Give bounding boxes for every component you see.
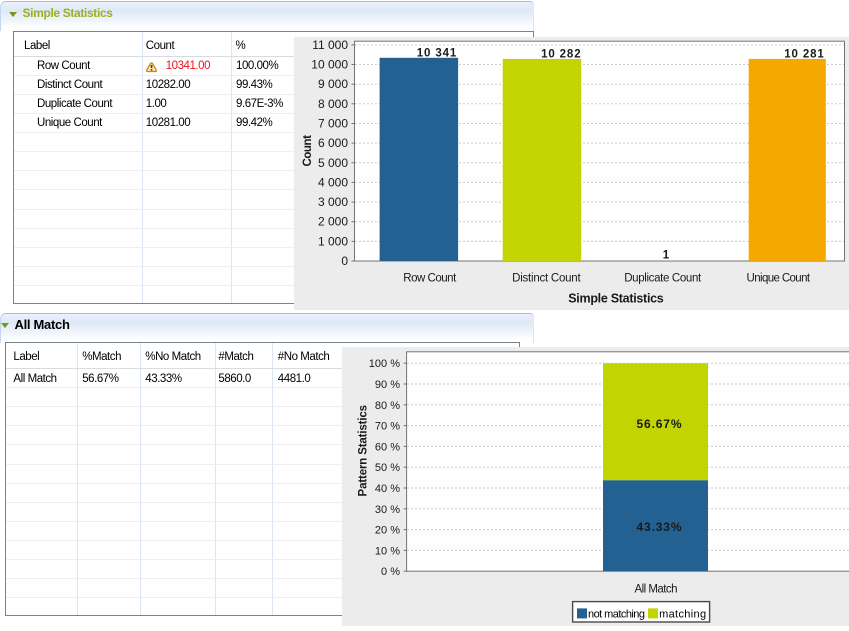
svg-text:Row Count: Row Count xyxy=(403,273,457,285)
svg-text:10 282: 10 282 xyxy=(541,49,581,61)
svg-text:9 000: 9 000 xyxy=(318,77,348,91)
svg-text:40 %: 40 % xyxy=(375,483,400,495)
svg-text:8 000: 8 000 xyxy=(318,97,348,111)
svg-text:All Match: All Match xyxy=(635,584,678,596)
svg-text:10 341: 10 341 xyxy=(417,47,457,59)
svg-text:100 %: 100 % xyxy=(369,358,400,370)
svg-text:10 281: 10 281 xyxy=(784,49,824,61)
svg-text:11 000: 11 000 xyxy=(312,38,348,52)
svg-text:70 %: 70 % xyxy=(375,421,400,433)
svg-text:50 %: 50 % xyxy=(375,462,400,474)
svg-text:60 %: 60 % xyxy=(375,441,400,453)
svg-text:10 000: 10 000 xyxy=(311,58,348,72)
svg-text:1 000: 1 000 xyxy=(318,234,348,248)
svg-text:0 %: 0 % xyxy=(381,566,400,578)
svg-text:56.67%: 56.67% xyxy=(637,417,682,431)
svg-text:Distinct Count: Distinct Count xyxy=(512,273,581,285)
svg-text:Unique Count: Unique Count xyxy=(747,273,811,285)
svg-text:3 000: 3 000 xyxy=(318,195,348,209)
svg-text:90 %: 90 % xyxy=(375,379,400,391)
svg-text:1: 1 xyxy=(663,250,670,262)
svg-text:10 %: 10 % xyxy=(375,545,400,557)
svg-text:20 %: 20 % xyxy=(375,525,400,537)
svg-text:7 000: 7 000 xyxy=(318,117,348,131)
svg-text:80 %: 80 % xyxy=(375,400,400,412)
svg-text:Simple Statistics: Simple Statistics xyxy=(568,292,664,306)
svg-text:6 000: 6 000 xyxy=(318,136,348,150)
svg-text:43.33%: 43.33% xyxy=(637,520,682,534)
svg-text:0: 0 xyxy=(341,254,348,268)
svg-text:5 000: 5 000 xyxy=(318,156,348,170)
svg-text:matching: matching xyxy=(659,608,706,620)
svg-text:Duplicate Count: Duplicate Count xyxy=(624,273,702,285)
svg-text:30 %: 30 % xyxy=(375,504,400,516)
svg-text:Pattern Statistics: Pattern Statistics xyxy=(357,405,369,497)
svg-text:2 000: 2 000 xyxy=(318,215,348,229)
svg-text:not matching: not matching xyxy=(588,608,645,620)
svg-text:4 000: 4 000 xyxy=(318,175,348,189)
svg-text:Count: Count xyxy=(302,135,314,167)
